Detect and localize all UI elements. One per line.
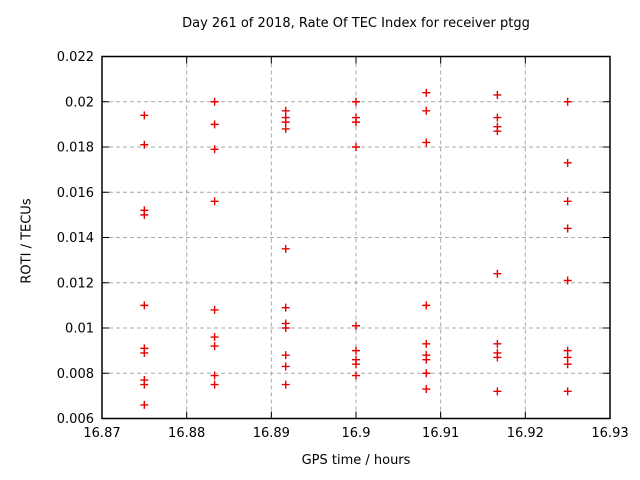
data-point xyxy=(281,380,290,389)
data-point xyxy=(140,301,149,310)
data-point xyxy=(210,97,219,106)
data-point xyxy=(563,97,572,106)
data-point xyxy=(563,353,572,362)
data-point xyxy=(210,145,219,154)
data-point xyxy=(422,355,431,364)
data-point xyxy=(422,138,431,147)
y-tick-label: 0.008 xyxy=(57,367,94,382)
x-tick-label: 16.88 xyxy=(168,426,205,441)
data-point xyxy=(140,380,149,389)
data-point xyxy=(493,339,502,348)
data-point xyxy=(352,371,360,380)
data-point xyxy=(422,106,431,115)
data-point xyxy=(352,321,360,330)
y-tick-label: 0.014 xyxy=(57,231,94,246)
data-point xyxy=(210,333,219,342)
y-tick-label: 0.01 xyxy=(65,322,94,337)
y-tick-label: 0.022 xyxy=(57,50,94,65)
data-point xyxy=(563,224,572,233)
y-tick-label: 0.016 xyxy=(57,186,94,201)
x-tick-label: 16.87 xyxy=(83,426,120,441)
data-point xyxy=(422,301,431,310)
data-point xyxy=(352,97,360,106)
y-tick-label: 0.018 xyxy=(57,141,94,156)
x-tick-label: 16.91 xyxy=(422,426,459,441)
chart-title: Day 261 of 2018, Rate Of TEC Index for r… xyxy=(182,16,530,31)
data-point xyxy=(352,360,360,369)
data-point xyxy=(493,113,502,122)
data-point xyxy=(422,369,431,378)
x-tick-label: 16.92 xyxy=(507,426,544,441)
data-point xyxy=(281,362,290,371)
data-point xyxy=(140,111,149,120)
y-axis-label: ROTI / TECUs xyxy=(19,198,35,284)
data-point xyxy=(563,387,572,396)
y-tick-label: 0.012 xyxy=(57,276,94,291)
y-tick-label: 0.006 xyxy=(57,412,94,427)
data-point xyxy=(140,348,149,357)
data-point xyxy=(493,269,502,278)
x-tick-label: 16.93 xyxy=(591,426,628,441)
data-point xyxy=(422,339,431,348)
data-point xyxy=(210,342,219,351)
data-point xyxy=(422,88,431,97)
data-point xyxy=(210,120,219,129)
data-point xyxy=(281,303,290,312)
data-point xyxy=(352,346,360,355)
data-point xyxy=(493,353,502,362)
data-point xyxy=(493,127,502,136)
data-point xyxy=(281,244,290,253)
data-point xyxy=(493,387,502,396)
x-tick-label: 16.9 xyxy=(342,426,371,441)
data-point xyxy=(210,371,219,380)
data-point xyxy=(563,346,572,355)
data-point xyxy=(563,276,572,285)
x-tick-label: 16.89 xyxy=(253,426,290,441)
x-axis-label: GPS time / hours xyxy=(301,453,411,468)
y-tick-label: 0.02 xyxy=(65,95,94,110)
data-point xyxy=(210,305,219,314)
data-point xyxy=(281,324,290,332)
data-point xyxy=(140,400,149,409)
data-point xyxy=(210,380,219,389)
plot-border xyxy=(101,55,611,420)
data-point xyxy=(352,143,360,151)
data-point xyxy=(281,118,290,127)
data-point xyxy=(493,90,502,99)
data-point xyxy=(563,158,572,167)
data-point xyxy=(140,140,149,149)
data-point xyxy=(281,351,290,360)
data-point xyxy=(352,118,360,127)
data-point xyxy=(563,360,572,369)
data-point xyxy=(281,124,290,133)
data-point xyxy=(422,385,431,394)
data-point xyxy=(563,197,572,206)
data-point xyxy=(281,106,290,115)
data-point xyxy=(140,210,149,219)
data-point xyxy=(210,197,219,206)
